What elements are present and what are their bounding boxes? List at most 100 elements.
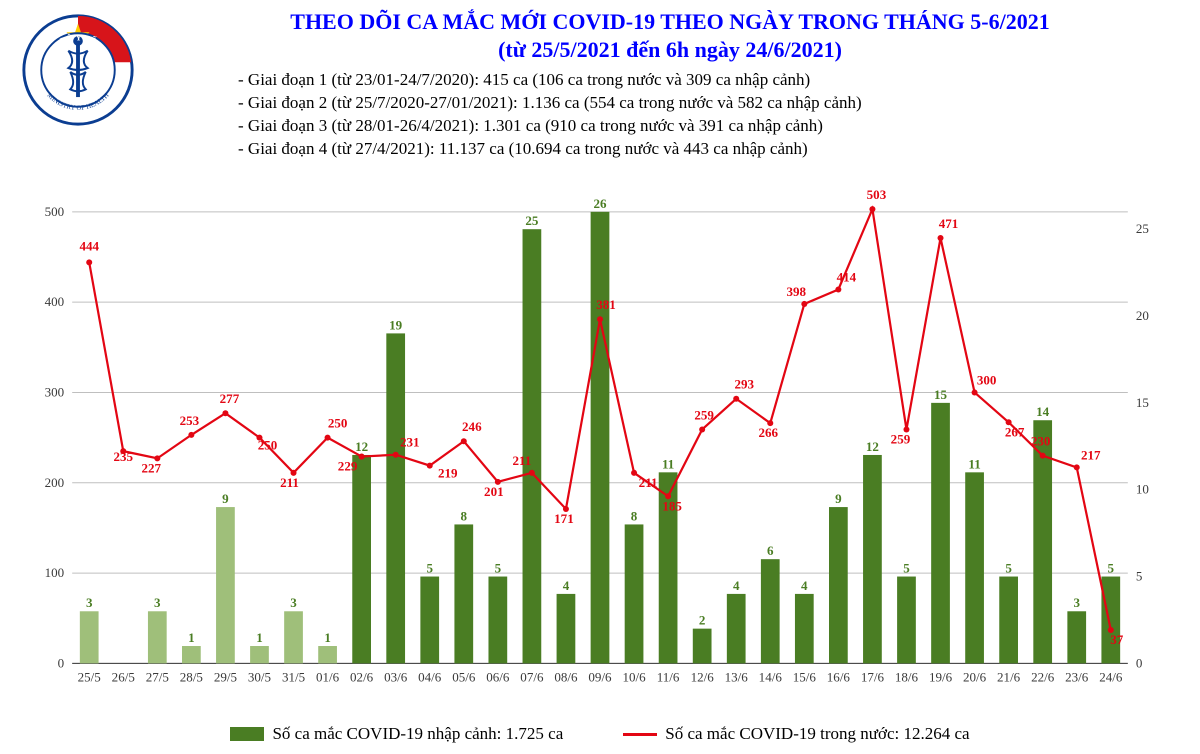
svg-text:24/6: 24/6 (1099, 669, 1123, 684)
svg-text:414: 414 (837, 269, 857, 284)
svg-text:9: 9 (835, 491, 842, 506)
svg-text:15: 15 (1136, 395, 1149, 410)
svg-text:20: 20 (1136, 308, 1150, 323)
svg-text:02/6: 02/6 (350, 669, 374, 684)
svg-text:6: 6 (767, 543, 774, 558)
svg-text:444: 444 (79, 238, 99, 253)
legend-line-label: Số ca mắc COVID-19 trong nước: 12.264 ca (665, 724, 969, 744)
svg-text:5: 5 (426, 560, 433, 575)
svg-text:31/5: 31/5 (282, 669, 305, 684)
page-container: BỘ Y TẾ MINISTRY OF HEALTH THEO DÕI CA M… (0, 0, 1200, 754)
svg-text:8: 8 (631, 508, 638, 523)
note-line: - Giai đoạn 2 (từ 25/7/2020-27/01/2021):… (238, 92, 1182, 115)
svg-text:267: 267 (1005, 424, 1025, 439)
svg-text:211: 211 (512, 453, 531, 468)
svg-text:29/5: 29/5 (214, 669, 237, 684)
svg-text:471: 471 (939, 216, 959, 231)
svg-text:04/6: 04/6 (418, 669, 442, 684)
svg-text:259: 259 (891, 431, 911, 446)
svg-text:19: 19 (389, 317, 403, 332)
svg-text:07/6: 07/6 (520, 669, 544, 684)
svg-text:09/6: 09/6 (588, 669, 612, 684)
svg-text:25/5: 25/5 (78, 669, 101, 684)
svg-text:11: 11 (968, 456, 980, 471)
svg-text:12/6: 12/6 (691, 669, 715, 684)
svg-text:4: 4 (733, 578, 740, 593)
svg-text:01/6: 01/6 (316, 669, 340, 684)
svg-text:10/6: 10/6 (622, 669, 646, 684)
svg-text:5: 5 (1108, 560, 1115, 575)
svg-text:10: 10 (1136, 481, 1150, 496)
chart-area: 0100200300400500051015202525/526/527/528… (18, 167, 1182, 722)
chart-svg: 0100200300400500051015202525/526/527/528… (18, 167, 1182, 722)
svg-text:5: 5 (1136, 568, 1143, 583)
svg-text:1: 1 (324, 630, 331, 645)
svg-text:26/5: 26/5 (112, 669, 135, 684)
logo-svg: BỘ Y TẾ MINISTRY OF HEALTH (20, 12, 136, 128)
svg-text:250: 250 (328, 415, 348, 430)
svg-text:300: 300 (977, 372, 997, 387)
svg-text:19/6: 19/6 (929, 669, 953, 684)
svg-text:06/6: 06/6 (486, 669, 510, 684)
svg-text:230: 230 (1031, 433, 1051, 448)
svg-text:18/6: 18/6 (895, 669, 919, 684)
svg-text:25: 25 (1136, 221, 1149, 236)
svg-text:300: 300 (45, 384, 65, 399)
svg-text:100: 100 (45, 565, 65, 580)
svg-text:20/6: 20/6 (963, 669, 987, 684)
svg-text:246: 246 (462, 419, 482, 434)
svg-text:25: 25 (525, 213, 539, 228)
svg-text:14: 14 (1036, 404, 1050, 419)
svg-text:5: 5 (495, 560, 502, 575)
svg-text:27/5: 27/5 (146, 669, 169, 684)
svg-text:12: 12 (355, 439, 368, 454)
legend: Số ca mắc COVID-19 nhập cảnh: 1.725 ca S… (18, 724, 1182, 744)
svg-text:227: 227 (142, 460, 162, 475)
svg-text:12: 12 (866, 439, 879, 454)
svg-text:15/6: 15/6 (793, 669, 817, 684)
svg-text:0: 0 (1136, 655, 1143, 670)
svg-text:253: 253 (180, 413, 200, 428)
svg-text:229: 229 (338, 458, 358, 473)
title-block: THEO DÕI CA MẮC MỚI COVID-19 THEO NGÀY T… (158, 8, 1182, 161)
phase-notes: - Giai đoạn 1 (từ 23/01-24/7/2020): 415 … (238, 69, 1182, 161)
svg-text:3: 3 (154, 595, 161, 610)
svg-text:14/6: 14/6 (759, 669, 783, 684)
svg-text:16/6: 16/6 (827, 669, 851, 684)
title-line-1: THEO DÕI CA MẮC MỚI COVID-19 THEO NGÀY T… (158, 8, 1182, 36)
svg-text:5: 5 (903, 560, 910, 575)
svg-text:4: 4 (563, 578, 570, 593)
legend-line-swatch-icon (623, 733, 657, 736)
svg-text:03/6: 03/6 (384, 669, 408, 684)
svg-text:277: 277 (220, 391, 240, 406)
note-line: - Giai đoạn 1 (từ 23/01-24/7/2020): 415 … (238, 69, 1182, 92)
svg-text:211: 211 (280, 475, 299, 490)
svg-text:400: 400 (45, 294, 65, 309)
svg-text:0: 0 (58, 655, 65, 670)
svg-text:3: 3 (290, 595, 297, 610)
svg-text:28/5: 28/5 (180, 669, 203, 684)
svg-text:200: 200 (45, 475, 65, 490)
svg-text:250: 250 (258, 437, 278, 452)
svg-text:37: 37 (1110, 632, 1124, 647)
note-line: - Giai đoạn 4 (từ 27/4/2021): 11.137 ca … (238, 138, 1182, 161)
svg-text:293: 293 (734, 376, 754, 391)
svg-text:503: 503 (867, 187, 887, 202)
svg-text:05/6: 05/6 (452, 669, 476, 684)
legend-item-line: Số ca mắc COVID-19 trong nước: 12.264 ca (623, 724, 969, 744)
svg-text:266: 266 (758, 425, 778, 440)
svg-text:8: 8 (461, 508, 468, 523)
svg-text:398: 398 (787, 284, 807, 299)
svg-text:5: 5 (1005, 560, 1012, 575)
svg-text:201: 201 (484, 484, 504, 499)
svg-text:9: 9 (222, 491, 229, 506)
svg-text:259: 259 (694, 407, 714, 422)
title-line-2: (từ 25/5/2021 đến 6h ngày 24/6/2021) (158, 36, 1182, 64)
svg-text:235: 235 (113, 449, 133, 464)
svg-text:13/6: 13/6 (725, 669, 749, 684)
svg-text:22/6: 22/6 (1031, 669, 1055, 684)
svg-text:1: 1 (256, 630, 263, 645)
svg-text:4: 4 (801, 578, 808, 593)
svg-text:171: 171 (554, 511, 574, 526)
ministry-of-health-logo: BỘ Y TẾ MINISTRY OF HEALTH (18, 12, 138, 128)
